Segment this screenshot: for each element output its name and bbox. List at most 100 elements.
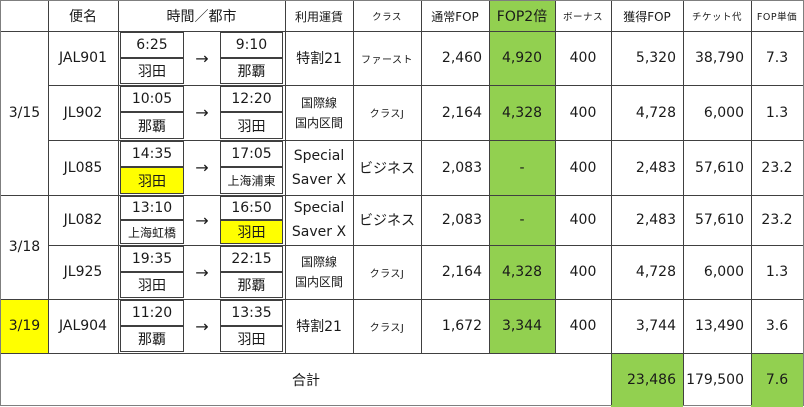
fare-line-1: 国際線 — [300, 95, 337, 110]
arrival-city: 羽田 — [220, 112, 283, 139]
departure-city: 羽田 — [120, 58, 184, 84]
fare-line-2: 国内区間 — [294, 275, 343, 289]
double-fop: 3,344 — [501, 318, 543, 334]
arrow-icon: → — [195, 210, 209, 230]
bonus-fop: 400 — [569, 104, 597, 121]
flight-number: JL925 — [63, 264, 103, 280]
fare-type: 特割21 — [296, 319, 342, 335]
arrival-time: 9:10 — [220, 32, 283, 58]
header-earned-fop: 獲得FOP — [623, 9, 671, 24]
base-fop: 2,083 — [441, 159, 482, 176]
cabin-class: ビジネス — [359, 213, 415, 229]
grid-line — [683, 1, 684, 353]
bonus-fop: 400 — [569, 50, 597, 66]
fop-unit-price: 23.2 — [761, 212, 793, 228]
header-unit: FOP単価 — [756, 12, 798, 23]
departure-city: 羽田 — [120, 167, 184, 194]
arrow-icon: → — [195, 48, 209, 68]
header-time-city: 時間／都市 — [166, 9, 237, 25]
flight-number: JL902 — [63, 104, 103, 121]
arrow-icon: → — [195, 316, 209, 336]
arrival-city: 那覇 — [220, 272, 283, 298]
cabin-class: ファースト — [361, 54, 413, 66]
fare-line-2: 国内区間 — [294, 115, 343, 130]
total-earned: 23,486 — [611, 353, 683, 407]
flight-number: JAL904 — [59, 318, 107, 334]
fop-double-column-bg — [489, 1, 555, 353]
ticket-price: 57,610 — [695, 159, 744, 176]
grid-line — [48, 140, 803, 141]
earned-fop: 4,728 — [635, 104, 676, 121]
grid-line — [118, 1, 119, 353]
arrow-icon: → — [195, 103, 209, 122]
grid-line — [48, 1, 49, 353]
departure-time: 14:35 — [120, 141, 184, 167]
header-fare: 利用運賃 — [294, 9, 343, 24]
grid-line — [1, 353, 803, 354]
fare-type: 国際線 国内区間 — [285, 85, 353, 140]
fop-unit-price: 23.2 — [761, 159, 793, 176]
fare-type: Special Saver X — [285, 195, 353, 245]
ticket-price: 6,000 — [703, 104, 744, 121]
base-fop: 2,164 — [441, 264, 482, 280]
arrival-city: 上海浦東 — [220, 167, 283, 194]
fare-line-1: Special — [293, 200, 345, 216]
fare-line-2: Saver X — [291, 171, 347, 188]
bonus-fop: 400 — [569, 159, 597, 176]
fop-unit-price: 1.3 — [765, 104, 789, 121]
header-base-fop: 通常FOP — [431, 9, 479, 24]
fare-type: Special Saver X — [285, 140, 353, 195]
fare-type: 国際線 国内区間 — [285, 245, 353, 299]
departure-time: 11:20 — [120, 300, 184, 326]
header-ticket: チケット代 — [691, 12, 742, 23]
grid-line — [751, 353, 752, 405]
arrival-time: 12:20 — [220, 86, 283, 112]
bonus-fop: 400 — [569, 212, 597, 228]
grid-line — [48, 245, 803, 246]
fop-unit-price: 3.6 — [765, 318, 789, 334]
arrow-icon: → — [195, 262, 209, 282]
cabin-class: ビジネス — [359, 160, 415, 177]
flight-number: JAL901 — [59, 50, 107, 66]
earned-fop: 2,483 — [635, 212, 676, 228]
departure-time: 19:35 — [120, 246, 184, 272]
double-fop: 4,328 — [501, 104, 543, 121]
bonus-fop: 400 — [569, 318, 597, 334]
earned-fop: 4,728 — [635, 264, 676, 280]
date-highlight — [1, 299, 48, 353]
grid-line — [1, 195, 803, 196]
fare-line-1: 国際線 — [300, 255, 337, 269]
grid-line — [555, 1, 556, 353]
fare-line-2: Saver X — [291, 224, 347, 240]
grid-line — [611, 1, 612, 353]
total-unit: 7.6 — [751, 353, 803, 407]
departure-time: 6:25 — [120, 32, 184, 58]
flight-number: JL085 — [63, 159, 103, 176]
earned-fop: 3,744 — [635, 318, 676, 334]
cabin-class: クラスJ — [369, 268, 405, 280]
grid-line — [489, 1, 490, 353]
base-fop: 2,460 — [441, 50, 482, 66]
double-fop: - — [519, 212, 525, 228]
grid-line — [1, 299, 803, 300]
fop-unit-price: 1.3 — [765, 264, 789, 280]
arrival-city: 羽田 — [220, 326, 283, 352]
departure-time: 10:05 — [120, 86, 184, 112]
double-fop: 4,920 — [501, 50, 543, 66]
departure-time: 13:10 — [120, 196, 184, 220]
grid-line — [1, 31, 803, 32]
departure-city: 上海虹橋 — [120, 220, 184, 244]
arrival-city: 羽田 — [220, 220, 283, 244]
earned-fop: 2,483 — [635, 159, 676, 176]
arrival-time: 22:15 — [220, 246, 283, 272]
departure-city: 那覇 — [120, 112, 184, 139]
fare-line-1: Special — [293, 147, 345, 164]
arrow-icon: → — [195, 158, 209, 177]
grid-line — [285, 1, 286, 353]
flight-number: JL082 — [63, 212, 103, 228]
arrival-time: 13:35 — [220, 300, 283, 326]
earned-fop: 5,320 — [635, 50, 676, 66]
grid-line — [611, 353, 612, 405]
grid-line — [48, 85, 803, 86]
cabin-class: クラスJ — [369, 322, 405, 334]
